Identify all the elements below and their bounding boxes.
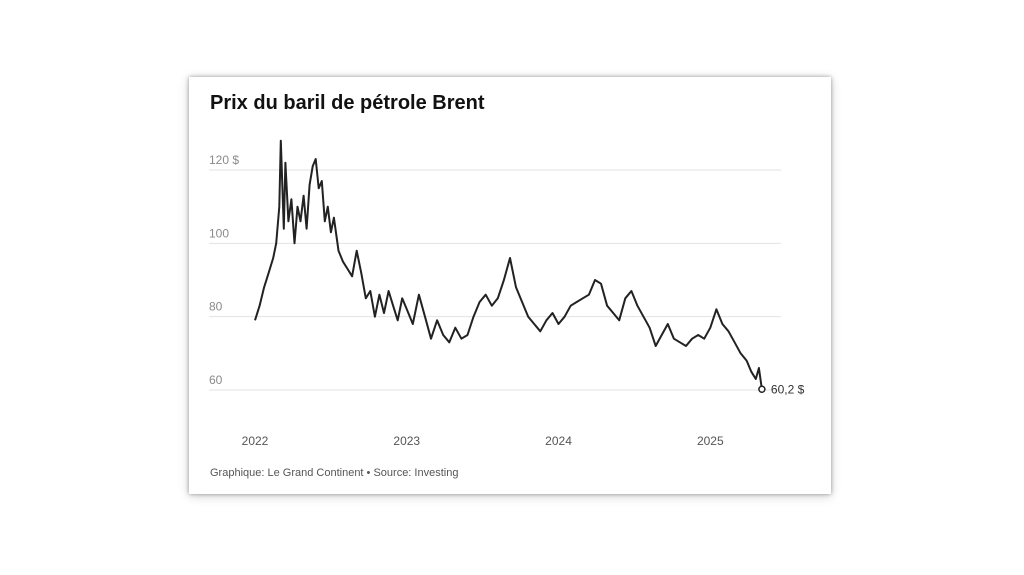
- y-tick-label: 120 $: [209, 153, 239, 167]
- gridlines: [209, 169, 781, 391]
- y-axis-ticks: 60 80 100 120 $: [209, 153, 239, 387]
- series-layer: 60,2 $: [254, 139, 805, 396]
- last-value-label: 60,2 $: [771, 382, 805, 396]
- last-value-marker: [758, 385, 766, 394]
- x-tick-label: 2025: [697, 434, 724, 448]
- y-tick-label: 100: [209, 226, 229, 240]
- chart-title: Prix du baril de pétrole Brent: [210, 92, 485, 114]
- line-chart: 60 80 100 120 $ 2022 2023 2024 2025 60,2 $: [209, 139, 805, 448]
- x-axis-ticks: 2022 2023 2024 2025: [242, 434, 724, 448]
- brent-price-line: [254, 139, 763, 390]
- y-tick-label: 80: [209, 300, 223, 314]
- y-tick-label: 60: [209, 373, 223, 387]
- x-tick-label: 2022: [242, 434, 269, 448]
- x-tick-label: 2023: [393, 434, 420, 448]
- chart-source-credit: Graphique: Le Grand Continent • Source: …: [210, 467, 459, 479]
- x-tick-label: 2024: [545, 434, 572, 448]
- chart-card: Prix du baril de pétrole Brent 60 80 100 12…: [189, 77, 831, 494]
